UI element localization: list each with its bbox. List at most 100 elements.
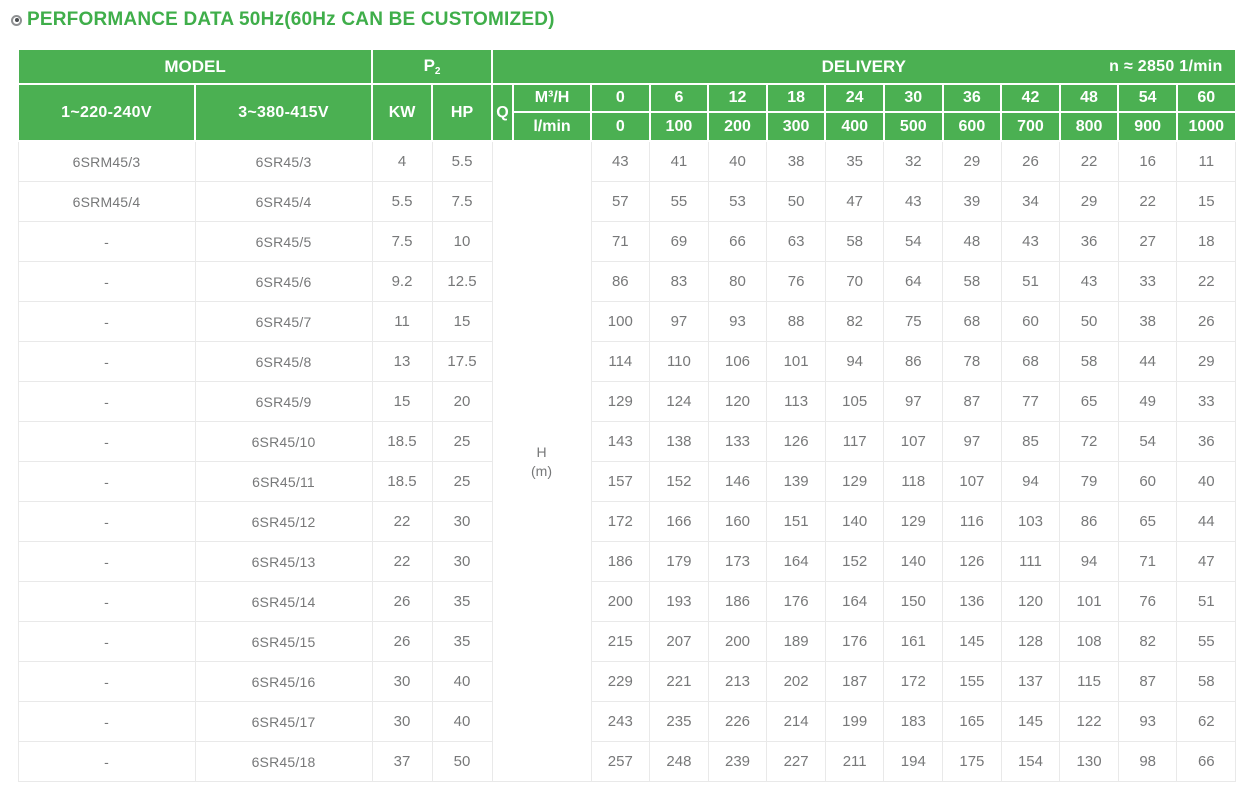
cell-head-value: 97 — [942, 421, 1002, 462]
cell-head-value: 140 — [824, 501, 885, 542]
cell-head-value: 43 — [1059, 261, 1119, 302]
cell-head-value: 22 — [1176, 261, 1237, 302]
cell-head-value: 113 — [766, 381, 826, 422]
cell-head-value: 51 — [1000, 261, 1061, 302]
cell-head-value: 29 — [1059, 181, 1119, 222]
cell-head-value: 71 — [1117, 541, 1178, 582]
cell-head-value: 145 — [1000, 701, 1061, 742]
cell-model-single-phase: - — [17, 701, 196, 742]
cell-head-value: 108 — [1059, 621, 1119, 662]
cell-hp: 12.5 — [431, 261, 493, 302]
cell-head-value: 38 — [766, 140, 826, 182]
cell-hp: 15 — [431, 301, 493, 342]
cell-kw: 4 — [371, 140, 433, 182]
cell-head-value: 140 — [883, 541, 944, 582]
cell-head-value: 129 — [590, 381, 651, 422]
cell-head-value: 88 — [766, 301, 826, 342]
cell-head-value: 221 — [649, 661, 709, 702]
cell-head-value: 160 — [707, 501, 768, 542]
flow-m3h-value: 0 — [590, 83, 651, 113]
cell-head-value: 207 — [649, 621, 709, 662]
p2-base: P — [423, 56, 435, 75]
cell-kw: 9.2 — [371, 261, 433, 302]
cell-head-value: 200 — [590, 581, 651, 622]
cell-head-value: 106 — [707, 341, 768, 382]
cell-model-single-phase: 6SRM45/3 — [17, 140, 196, 182]
cell-head-value: 71 — [590, 221, 651, 262]
cell-model-single-phase: - — [17, 261, 196, 302]
flow-m3h-value: 42 — [1000, 83, 1061, 113]
cell-model-single-phase: - — [17, 421, 196, 462]
cell-model-single-phase: 6SRM45/4 — [17, 181, 196, 222]
cell-head-value: 51 — [1176, 581, 1237, 622]
table-row: -6SR45/16 30 40 229 221 213 202 187 172 155 137 115… — [17, 661, 1237, 702]
cell-kw: 22 — [371, 541, 433, 582]
cell-head-value: 48 — [942, 221, 1002, 262]
cell-head-value: 189 — [766, 621, 826, 662]
cell-head-value: 164 — [824, 581, 885, 622]
cell-head-value: 227 — [766, 741, 826, 782]
cell-head-value: 53 — [707, 181, 768, 222]
cell-head-value: 164 — [766, 541, 826, 582]
cell-head-value: 68 — [1000, 341, 1061, 382]
page-title: PERFORMANCE DATA 50Hz(60Hz CAN BE CUSTOM… — [11, 9, 555, 31]
cell-head-value: 66 — [1176, 741, 1237, 782]
cell-head-value: 94 — [824, 341, 885, 382]
cell-head-value: 166 — [649, 501, 709, 542]
cell-kw: 22 — [371, 501, 433, 542]
flow-lmin-value: 400 — [824, 111, 885, 142]
header-row-m3h: 1~220-240V 3~380-415V KW HP Q M³/H 0 6 12 1… — [17, 83, 1237, 142]
cell-model-three-phase: 6SR45/4 — [194, 181, 373, 222]
cell-head-value: 40 — [1176, 461, 1237, 502]
cell-head-value: 126 — [766, 421, 826, 462]
cell-head-value: 172 — [883, 661, 944, 702]
cell-head-value: 70 — [824, 261, 885, 302]
cell-head-value: 194 — [883, 741, 944, 782]
cell-head-value: 54 — [883, 221, 944, 262]
cell-head-value: 26 — [1176, 301, 1237, 342]
col-header-three-phase: 3~380-415V — [193, 83, 374, 142]
table-row: -6SR45/9 15 20 129 124 120 113 105 97 87 77 65 49 33 — [17, 381, 1237, 422]
flow-lmin-value: 200 — [707, 111, 768, 142]
cell-head-value: 138 — [649, 421, 709, 462]
cell-model-three-phase: 6SR45/8 — [194, 341, 373, 382]
cell-kw: 26 — [371, 621, 433, 662]
cell-head-value: 111 — [1000, 541, 1061, 582]
cell-hp: 25 — [431, 421, 493, 462]
cell-head-value: 44 — [1117, 341, 1178, 382]
cell-model-three-phase: 6SR45/11 — [194, 461, 373, 502]
cell-head-value: 63 — [766, 221, 826, 262]
cell-kw: 11 — [371, 301, 433, 342]
cell-head-value: 154 — [1000, 741, 1061, 782]
delivery-group-header: DELIVERY n ≈ 2850 1/min — [491, 48, 1237, 85]
flow-lmin-value: 800 — [1058, 111, 1120, 142]
cell-hp: 30 — [431, 501, 493, 542]
cell-head-value: 27 — [1117, 221, 1178, 262]
cell-head-value: 101 — [766, 341, 826, 382]
flow-lmin-value: 1000 — [1175, 111, 1237, 142]
cell-head-value: 139 — [766, 461, 826, 502]
cell-head-value: 239 — [707, 741, 768, 782]
cell-model-three-phase: 6SR45/6 — [194, 261, 373, 302]
flow-m3h-value: 24 — [824, 83, 885, 113]
flow-lmin-value: 900 — [1117, 111, 1178, 142]
cell-model-three-phase: 6SR45/7 — [194, 301, 373, 342]
cell-head-value: 129 — [883, 501, 944, 542]
table-row: 6SRM45/4 6SR45/4 5.5 7.5 57 55 53 50 47 43 39 34 29 2… — [17, 181, 1237, 222]
flow-lmin-value: 100 — [648, 111, 710, 142]
cell-head-value: 105 — [824, 381, 885, 422]
cell-head-value: 114 — [590, 341, 651, 382]
bullseye-icon — [11, 14, 22, 26]
flow-lmin-value: 600 — [941, 111, 1003, 142]
table-row: -6SR45/11 18.5 25 157 152 146 139 129 118 107 94 79… — [17, 461, 1237, 502]
cell-head-value: 110 — [649, 341, 709, 382]
cell-head-value: 101 — [1059, 581, 1119, 622]
cell-head-value: 36 — [1059, 221, 1119, 262]
cell-model-three-phase: 6SR45/5 — [194, 221, 373, 262]
cell-model-single-phase: - — [17, 301, 196, 342]
cell-head-value: 226 — [707, 701, 768, 742]
cell-kw: 18.5 — [371, 461, 433, 502]
flow-m3h-value: 18 — [765, 83, 827, 113]
table-row: 6SRM45/3 6SR45/3 4 5.5 H (m) 43 41 40 38 35 32 29 26 2… — [17, 140, 1237, 782]
